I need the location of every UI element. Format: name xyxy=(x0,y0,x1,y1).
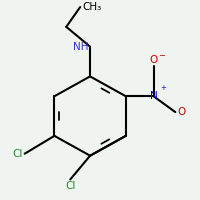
Text: NH: NH xyxy=(73,42,88,52)
Text: CH₃: CH₃ xyxy=(82,2,101,12)
Text: N: N xyxy=(150,91,157,101)
Text: −: − xyxy=(158,52,165,61)
Text: O: O xyxy=(149,55,158,65)
Text: Cl: Cl xyxy=(65,181,75,191)
Text: Cl: Cl xyxy=(12,149,23,159)
Text: O: O xyxy=(177,107,186,117)
Text: +: + xyxy=(160,85,166,91)
